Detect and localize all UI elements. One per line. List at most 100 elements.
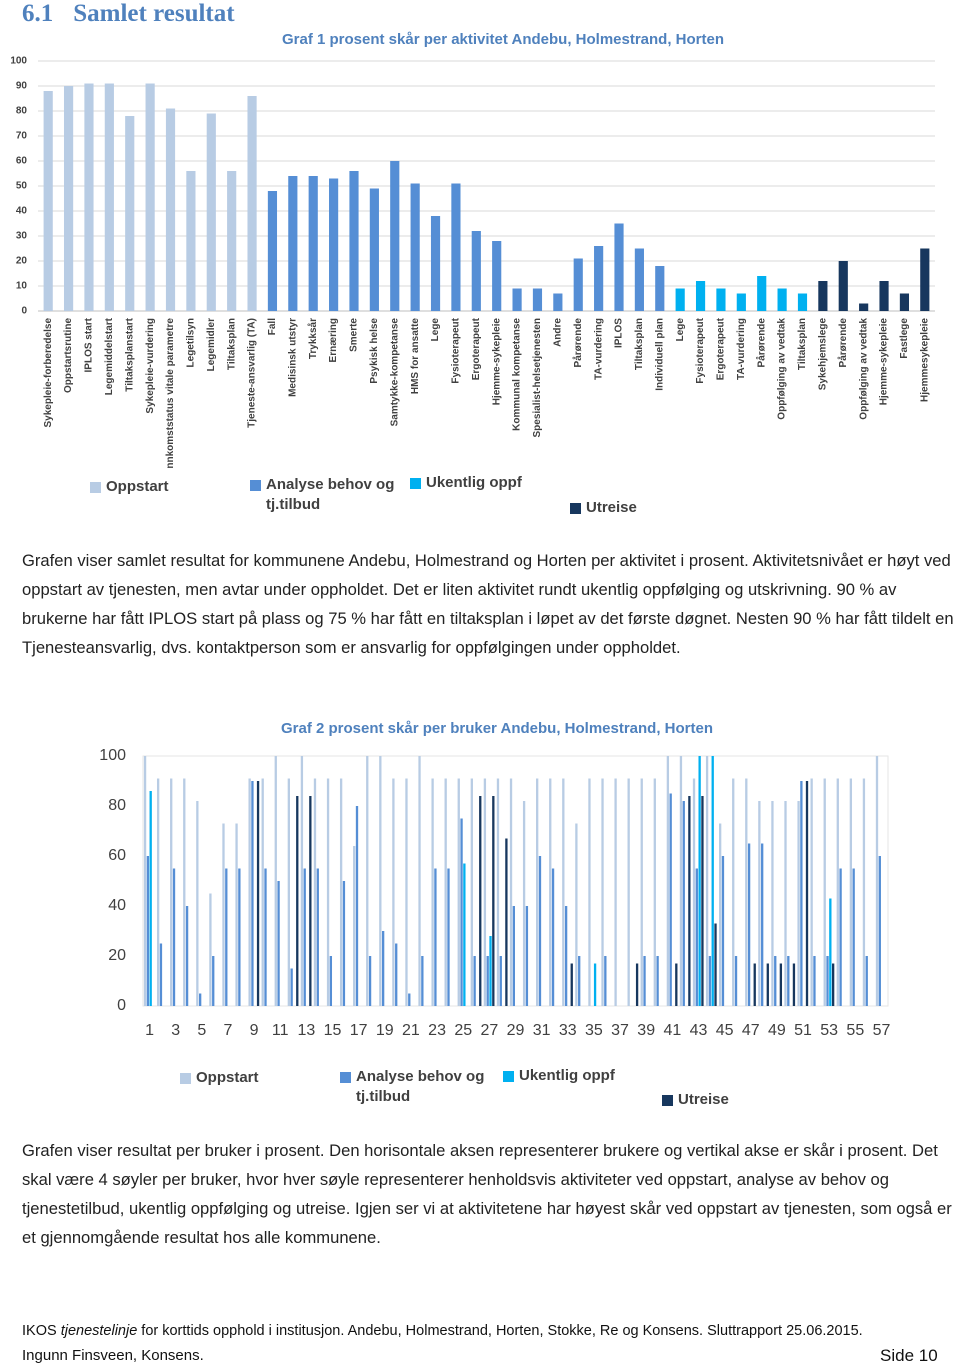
paragraph: Grafen viser samlet resultat for kommune… [22,551,954,657]
bar [805,781,809,1006]
bar [392,778,395,1006]
legend-swatch [90,482,101,493]
bar [818,281,828,311]
bar [165,108,176,311]
bar [810,778,813,1006]
y-tick-label: 90 [16,81,28,92]
bar [797,801,800,1006]
y-tick-label: 40 [16,206,28,217]
x-tick-label: Tjeneste-ansvarlig (TA) [247,318,258,428]
y-tick-label: 20 [108,947,126,964]
x-tick-label: TA-vurdering [736,318,747,380]
bar [395,943,398,1006]
x-tick-label: Legemiddelstart [104,317,115,395]
x-tick-label: TA-vurdering [593,318,604,380]
x-tick-label: 57 [873,1022,891,1039]
bar [653,778,656,1006]
bar [225,868,228,1006]
bar [303,868,306,1006]
x-tick-label: 21 [402,1022,420,1039]
legend-label: Ukentlig oppf [519,1067,615,1084]
bar [463,863,466,1006]
x-tick-label: Legetilsyn [186,318,197,367]
bar [736,293,746,311]
x-tick-label: 39 [637,1022,655,1039]
paragraph: Grafen viser resultat per bruker i prose… [22,1141,952,1247]
footer-prefix: IKOS [22,1323,57,1339]
bar [787,956,790,1006]
legend-item: Oppstart [106,478,169,495]
bar [695,868,698,1006]
x-tick-label: Ergoterapeut [716,317,727,380]
legend-label: Oppstart [196,1069,259,1086]
bar [421,956,424,1006]
bar [578,956,581,1006]
x-tick-label: 25 [454,1022,472,1039]
legend-item: Utreise [678,1091,729,1108]
x-tick-label: Individuell plan [654,318,665,391]
bar [698,756,701,1006]
bar [408,993,411,1006]
legend-swatch [410,478,421,489]
bar [695,281,706,311]
x-tick-label: Medisinsk utstyr [287,318,298,397]
legend-label: Analyse behov og tj.tilbud [356,1068,485,1105]
bar [688,796,691,1006]
bar [145,83,155,311]
bar [326,778,330,1006]
bar [643,956,646,1006]
bar [451,183,461,311]
heading: 6.1 Samlet resultat [22,0,255,28]
y-tick-label: 30 [16,231,28,242]
bar [573,258,583,311]
bar [486,956,489,1006]
bar [460,818,463,1006]
x-tick-label: Kommunal kompetanse [512,318,523,431]
bar [734,956,738,1006]
bar [308,176,318,311]
bar [588,778,591,1006]
bar [156,778,160,1006]
bar [692,778,696,1006]
x-tick-label: Fall [267,318,278,335]
bar [711,756,714,1006]
bar [431,778,434,1006]
bar [836,778,839,1006]
bar [675,288,685,311]
x-tick-label: 41 [663,1022,681,1039]
legend-item: Utreise [586,499,637,516]
bar [758,801,761,1006]
bar [492,241,502,311]
heading-title: Samlet resultat [73,0,235,27]
bar [248,778,251,1006]
bar [381,931,385,1006]
bar [63,86,74,311]
bar [227,171,237,311]
bar [447,868,450,1006]
bar [604,956,607,1006]
x-tick-label: 49 [768,1022,786,1039]
x-tick-label: 13 [297,1022,315,1039]
bar [714,923,717,1006]
bar [701,796,704,1006]
bar [777,288,787,311]
bar [170,778,173,1006]
legend-swatch [250,480,261,491]
bar [551,868,555,1006]
footer-italic: tjenestelinje [60,1323,138,1339]
x-tick-label: Smerte [349,318,360,352]
bar [838,261,848,311]
bar [206,113,216,311]
bar [522,801,526,1006]
bar [499,956,502,1006]
bar [418,756,421,1006]
x-tick-label: 7 [224,1022,233,1039]
x-tick-label: Sykepleie-vurdering [145,318,156,414]
bar [471,231,481,311]
bar [235,823,238,1006]
x-tick-label: 3 [171,1022,180,1039]
bar [172,868,176,1006]
bar [878,856,881,1006]
bar [512,906,515,1006]
